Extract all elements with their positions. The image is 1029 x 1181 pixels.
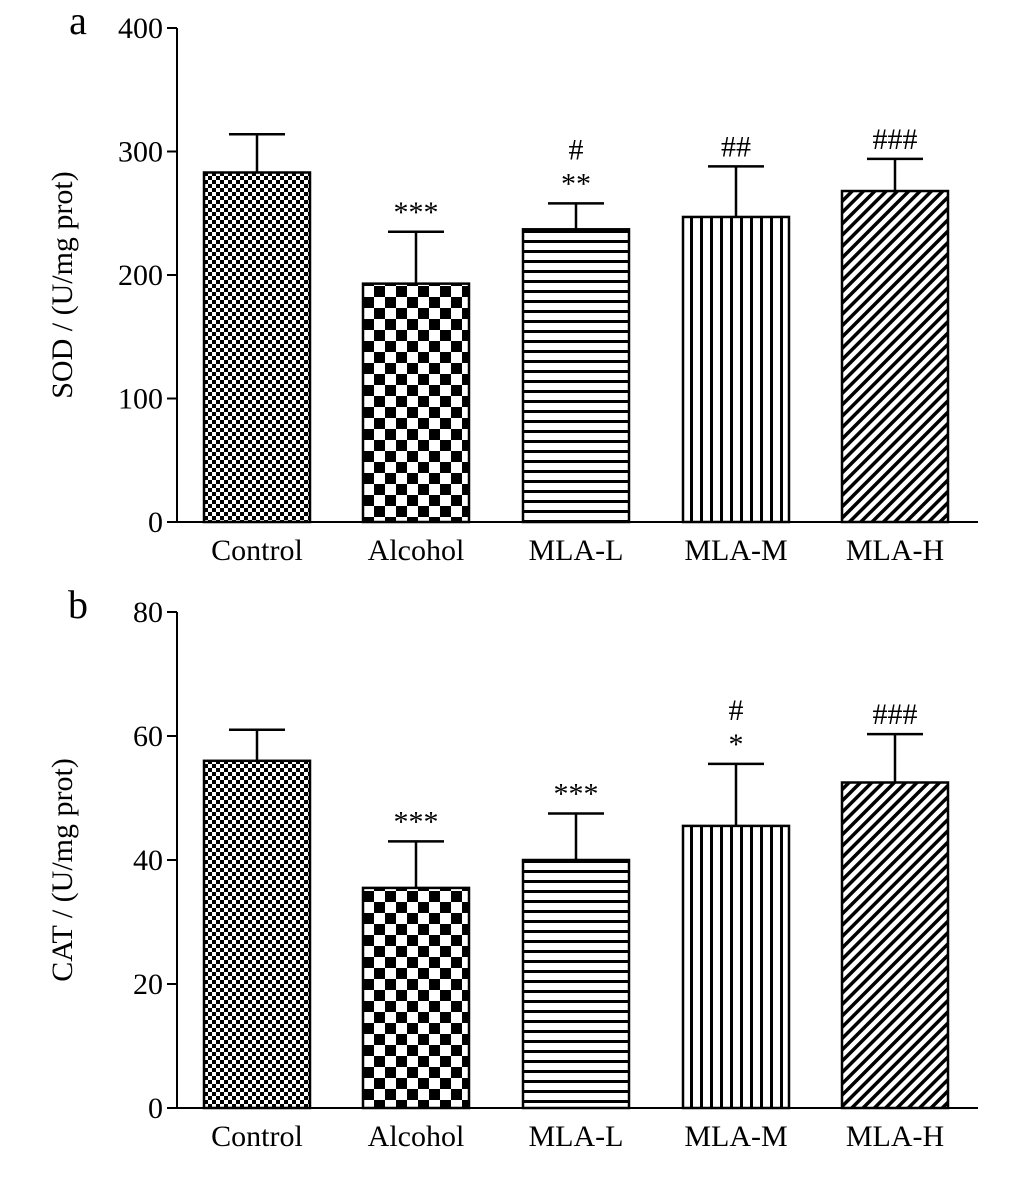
y-axis-label: CAT / (U/mg prot) — [46, 758, 79, 982]
significance-label-mla-l: *** — [554, 778, 599, 811]
x-tick-label: MLA-M — [684, 534, 787, 567]
significance-label-mla-m: * — [729, 728, 744, 761]
y-tick-label: 400 — [118, 12, 163, 45]
y-tick-label: 100 — [118, 383, 163, 416]
significance-label-mla-m: ## — [721, 130, 751, 163]
significance-label-mla-h: ### — [873, 698, 918, 731]
x-tick-label: Alcohol — [368, 1120, 465, 1153]
x-tick-label: MLA-H — [846, 534, 944, 567]
x-tick-label: Alcohol — [368, 534, 465, 567]
bar-mla-l — [521, 228, 631, 524]
x-tick-label: MLA-H — [846, 1120, 944, 1153]
bar-mla-l — [521, 858, 631, 1110]
bar-mla-m — [681, 215, 791, 524]
bar-control — [202, 759, 312, 1110]
chart-panel-b: b CAT / (U/mg prot) Control *** Alcohol *** ML… — [46, 582, 978, 1153]
significance-label-mla-h: ### — [873, 123, 918, 156]
y-tick-label: 300 — [118, 136, 163, 169]
bar-mla-m — [681, 824, 791, 1110]
x-tick-label: MLA-M — [684, 1120, 787, 1153]
bar-alcohol — [361, 886, 471, 1110]
significance-label-mla-l: # — [569, 133, 584, 166]
x-tick-label: MLA-L — [529, 534, 624, 567]
y-axis-label: SOD / (U/mg prot) — [46, 171, 79, 399]
y-tick-label: 0 — [148, 1092, 163, 1125]
bar-mla-h — [840, 189, 950, 524]
y-tick-label: 40 — [133, 844, 163, 877]
x-tick-label: MLA-L — [529, 1120, 624, 1153]
bar-mla-h — [840, 781, 950, 1110]
significance-label-alcohol: *** — [394, 196, 439, 229]
x-tick-label: Control — [211, 1120, 303, 1153]
x-tick-label: Control — [211, 534, 303, 567]
y-tick-label: 80 — [133, 596, 163, 629]
bar-control — [202, 171, 312, 524]
y-tick-label: 60 — [133, 720, 163, 753]
y-tick-label: 200 — [118, 259, 163, 292]
significance-label-alcohol: *** — [394, 805, 439, 838]
significance-label-mla-m: # — [729, 694, 744, 727]
significance-label-mla-l: ** — [561, 167, 591, 200]
y-tick-label: 0 — [148, 506, 163, 539]
chart-panel-a: a SOD / (U/mg prot) Control *** Alcohol #** ML… — [46, 0, 978, 567]
bar-alcohol — [361, 282, 471, 524]
panel-label: b — [68, 582, 88, 627]
y-tick-label: 20 — [133, 968, 163, 1001]
panel-label: a — [69, 0, 87, 43]
